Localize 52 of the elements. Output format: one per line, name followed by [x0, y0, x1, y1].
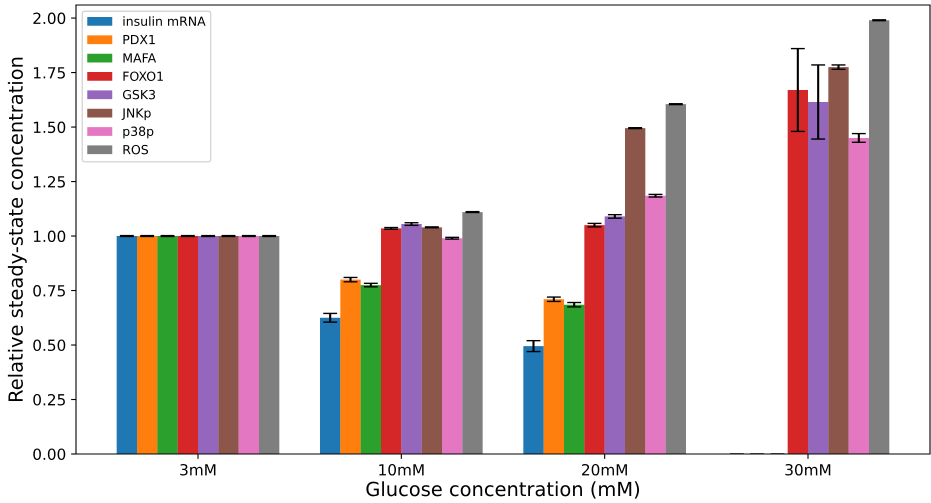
- legend-label: ROS: [123, 144, 148, 154]
- bar: [544, 299, 564, 454]
- bar: [381, 228, 402, 454]
- legend-label: JNKp: [122, 108, 151, 120]
- bar: [259, 236, 280, 454]
- bar: [360, 285, 381, 454]
- x-tick-label: 3mM: [180, 464, 216, 476]
- x-tick-label: 30mM: [785, 464, 830, 476]
- legend-label: MAFA: [123, 53, 156, 62]
- legend-label: FOXO1: [123, 72, 163, 81]
- y-tick-label: 0.50: [33, 339, 66, 352]
- bar: [828, 67, 849, 454]
- y-axis-title: Relative steady-state concentration: [8, 58, 27, 402]
- legend-label: p38p: [123, 126, 154, 138]
- bar: [178, 236, 198, 454]
- bar: [625, 128, 646, 454]
- bar: [584, 225, 605, 454]
- bar: [401, 224, 422, 454]
- bar: [442, 238, 462, 454]
- bar: [340, 280, 361, 454]
- bar: [137, 236, 158, 454]
- y-tick-label: 0.25: [33, 394, 65, 406]
- bar: [645, 196, 666, 454]
- y-tick-label: 1.25: [34, 176, 65, 188]
- legend-label: GSK3: [122, 90, 156, 100]
- bar: [320, 318, 340, 454]
- y-tick-label: 1.50: [34, 122, 66, 134]
- bar: [422, 227, 442, 454]
- legend-label: insulin mRNA: [123, 16, 206, 26]
- y-tick-label: 1.00: [34, 230, 66, 242]
- bar: [808, 102, 828, 454]
- bar: [523, 346, 544, 454]
- bar: [869, 20, 890, 454]
- legend-label: PDX1: [123, 34, 155, 44]
- y-tick-label: 0.75: [33, 284, 65, 297]
- x-tick-label: 20mM: [582, 464, 627, 476]
- x-tick-label: 10mM: [379, 464, 424, 476]
- bar: [564, 304, 584, 454]
- bar: [848, 138, 869, 454]
- bar: [462, 212, 483, 454]
- bar: [604, 216, 625, 454]
- bar: [788, 90, 808, 454]
- bar: [198, 236, 218, 454]
- x-axis-title: Glucose concentration (mM): [366, 481, 640, 499]
- bar: [116, 236, 137, 454]
- y-tick-label: 2.00: [33, 12, 66, 24]
- bar: [666, 104, 686, 454]
- y-tick-label: 0.00: [33, 448, 66, 460]
- bar: [157, 236, 178, 454]
- y-tick-label: 1.75: [34, 67, 65, 79]
- bar: [218, 236, 239, 454]
- bar: [238, 236, 259, 454]
